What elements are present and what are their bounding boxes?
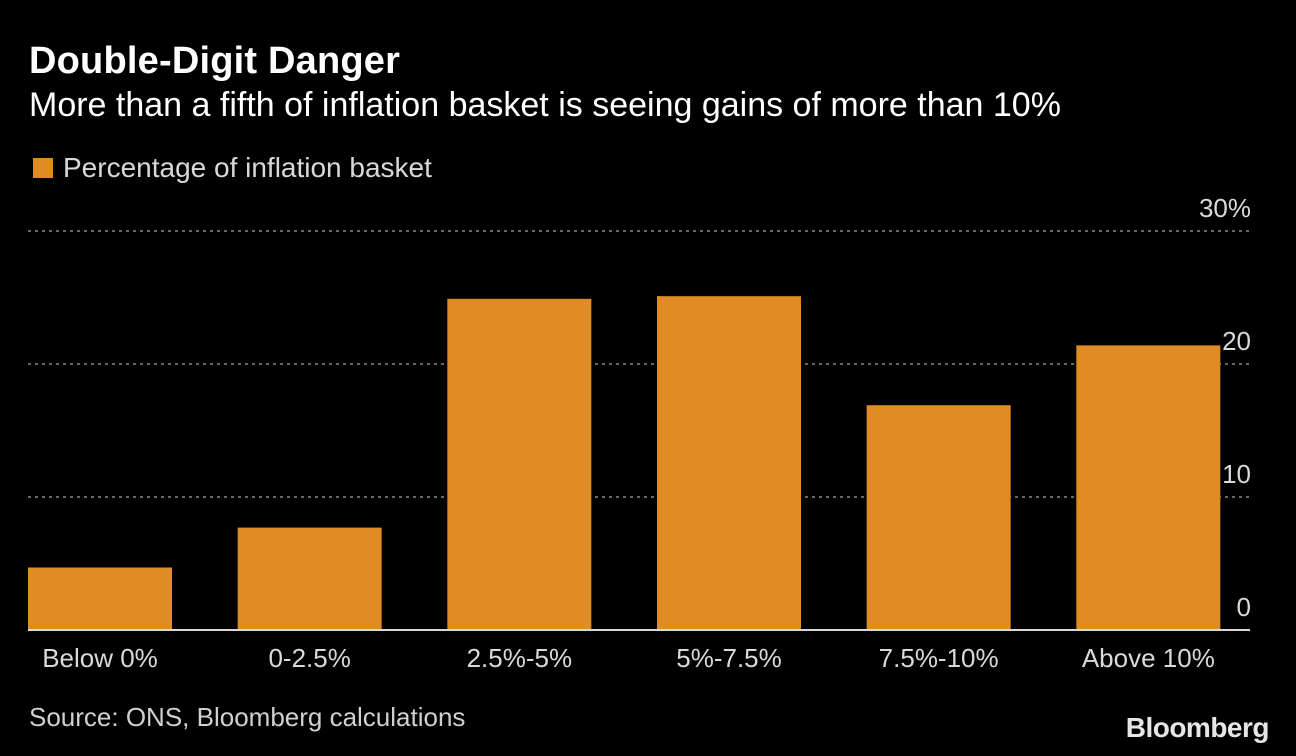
x-tick-label: Above 10%	[1082, 643, 1215, 673]
x-tick-label: 5%-7.5%	[676, 643, 782, 673]
bars	[28, 296, 1221, 630]
x-tick-label: 7.5%-10%	[879, 643, 999, 673]
grid-lines	[28, 230, 1250, 498]
x-tick-label: 2.5%-5%	[467, 643, 573, 673]
bar	[657, 296, 801, 630]
bar	[866, 405, 1011, 630]
legend-swatch	[33, 158, 53, 178]
y-tick-label: 10	[1222, 459, 1251, 489]
bar	[1076, 345, 1221, 630]
bloomberg-logo: Bloomberg	[1125, 712, 1270, 743]
bar	[28, 567, 172, 630]
source-note: Source: ONS, Bloomberg calculations	[29, 702, 466, 732]
x-tick-label: 0-2.5%	[268, 643, 350, 673]
y-tick-label: 30%	[1199, 193, 1251, 223]
x-tick-label: Below 0%	[42, 643, 158, 673]
tick-labels: 0 10 20 30% Below 0% 0-2.5% 2.5%-5% 5%-7.5% 7.5%…	[42, 193, 1251, 673]
y-tick-label: 20	[1222, 326, 1251, 356]
bar	[447, 298, 592, 630]
chart-title: Double-Digit Danger	[29, 40, 401, 82]
bar	[237, 527, 382, 630]
chart-subtitle: More than a fifth of inflation basket is…	[29, 86, 1061, 124]
legend: Percentage of inflation basket	[33, 152, 432, 184]
y-tick-label: 0	[1237, 592, 1251, 622]
legend-label: Percentage of inflation basket	[63, 152, 432, 183]
